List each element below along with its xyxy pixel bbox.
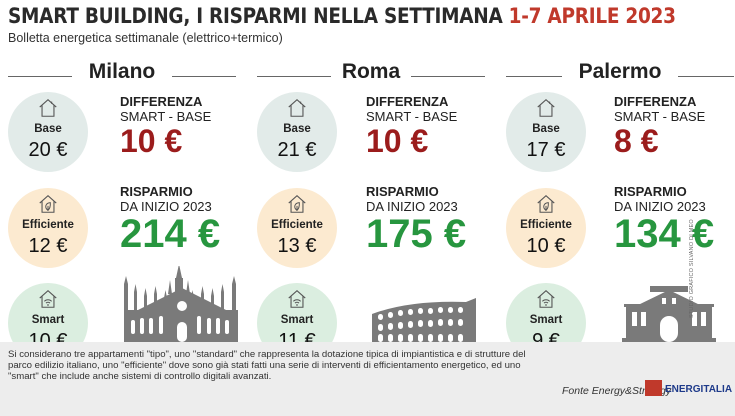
efficient-label: Efficiente [271, 219, 323, 231]
subtitle: Bolletta energetica settimanale (elettri… [8, 31, 283, 45]
difference-heading-line1: DIFFERENZA [366, 94, 449, 109]
house-icon [537, 99, 555, 117]
footer: Si considerano tre appartamenti "tipo", … [0, 342, 735, 416]
difference-heading-line2: SMART - BASE [366, 109, 458, 124]
header-rule-right [172, 76, 236, 77]
energitalia-logo-icon [645, 380, 662, 396]
difference-value: 10 € [120, 123, 183, 159]
header-rule-left [257, 76, 331, 77]
efficient-cost: 10 € [526, 235, 566, 257]
base-label: Base [34, 123, 62, 135]
header-rule-right [411, 76, 485, 77]
base-label: Base [283, 123, 311, 135]
efficient-cost: 13 € [277, 235, 317, 257]
graphic-credit: STUDIO GRAFICO SILVANO DI MEO [689, 219, 695, 318]
savings-heading: RISPARMIO DA INIZIO 2023 [366, 184, 458, 214]
difference-heading: DIFFERENZA SMART - BASE [614, 94, 705, 124]
house-leaf-icon [39, 195, 57, 213]
difference-heading-line1: DIFFERENZA [614, 94, 697, 109]
savings-heading-line1: RISPARMIO [366, 184, 439, 199]
base-circle-roma: Base 21 € [257, 92, 337, 172]
savings-heading-line1: RISPARMIO [120, 184, 193, 199]
difference-value: 10 € [366, 123, 429, 159]
savings-value: 175 € [366, 212, 467, 256]
house-leaf-icon [537, 195, 555, 213]
base-circle-palermo: Base 17 € [506, 92, 586, 172]
difference-heading: DIFFERENZA SMART - BASE [366, 94, 457, 124]
milan-cathedral-illustration [124, 266, 238, 342]
efficient-cost: 12 € [28, 235, 68, 257]
page-title: SMART BUILDING, I RISPARMI NELLA SETTIMA… [8, 4, 676, 28]
title-main: SMART BUILDING, I RISPARMI NELLA SETTIMA… [8, 4, 503, 28]
title-date-range: 1-7 APRILE 2023 [508, 4, 676, 28]
savings-value: 134 € [614, 212, 715, 256]
savings-heading-line2: DA INIZIO 2023 [614, 199, 706, 214]
city-header-milano: Milano [8, 60, 236, 86]
city-name: Milano [88, 60, 156, 83]
header-rule-left [506, 76, 562, 77]
city-header-roma: Roma [257, 60, 485, 86]
house-icon [288, 99, 306, 117]
base-circle-milano: Base 20 € [8, 92, 88, 172]
base-cost: 17 € [526, 139, 566, 161]
smart-label: Smart [529, 314, 563, 326]
house-icon [39, 99, 57, 117]
smart-label: Smart [31, 314, 65, 326]
efficient-label: Efficiente [22, 219, 74, 231]
smart-label: Smart [280, 314, 314, 326]
city-name: Roma [341, 60, 401, 83]
efficient-circle-palermo: Efficiente 10 € [506, 188, 586, 268]
source-credit: Fonte Energy&Strategy [562, 385, 672, 397]
efficient-label: Efficiente [520, 219, 572, 231]
house-wifi-icon [537, 290, 555, 308]
savings-value: 214 € [120, 212, 221, 256]
base-label: Base [532, 123, 560, 135]
savings-heading: RISPARMIO DA INIZIO 2023 [614, 184, 706, 214]
savings-heading: RISPARMIO DA INIZIO 2023 [120, 184, 212, 214]
base-cost: 20 € [28, 139, 68, 161]
savings-heading-line1: RISPARMIO [614, 184, 687, 199]
house-leaf-icon [288, 195, 306, 213]
palermo-gate-illustration [622, 286, 716, 342]
header-rule-left [8, 76, 72, 77]
house-wifi-icon [288, 290, 306, 308]
savings-heading-line2: DA INIZIO 2023 [366, 199, 458, 214]
base-cost: 21 € [277, 139, 317, 161]
difference-heading-line1: DIFFERENZA [120, 94, 203, 109]
difference-heading: DIFFERENZA SMART - BASE [120, 94, 211, 124]
savings-heading-line2: DA INIZIO 2023 [120, 199, 212, 214]
difference-heading-line2: SMART - BASE [120, 109, 212, 124]
colosseum-illustration [372, 298, 476, 342]
city-header-palermo: Palermo [506, 60, 734, 86]
header-rule-right [678, 76, 734, 77]
efficient-circle-milano: Efficiente 12 € [8, 188, 88, 268]
difference-value: 8 € [614, 123, 659, 159]
efficient-circle-roma: Efficiente 13 € [257, 188, 337, 268]
publisher-logo-text: ENERGITALIA [665, 384, 733, 395]
house-wifi-icon [39, 290, 57, 308]
difference-heading-line2: SMART - BASE [614, 109, 706, 124]
city-name: Palermo [578, 60, 662, 83]
methodology-note: Si considerano tre appartamenti "tipo", … [8, 349, 526, 383]
